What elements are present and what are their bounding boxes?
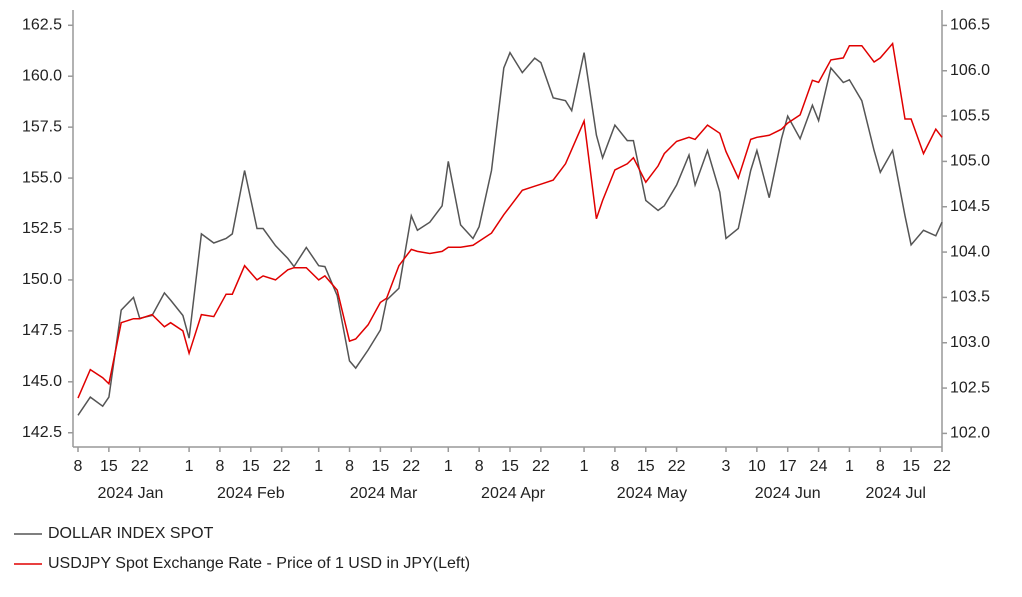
x-tick-label: 15 xyxy=(242,458,260,475)
y2-tick-label: 105.0 xyxy=(950,153,990,170)
x-group-label: 2024 May xyxy=(617,485,687,502)
y2-tick-label: 102.5 xyxy=(950,379,990,396)
x-tick-label: 1 xyxy=(185,458,194,475)
x-tick-label: 3 xyxy=(722,458,731,475)
x-tick-label: 8 xyxy=(215,458,224,475)
x-group-label: 2024 Jun xyxy=(755,485,821,502)
x-tick-label: 24 xyxy=(810,458,828,475)
x-tick-label: 15 xyxy=(372,458,390,475)
x-tick-label: 8 xyxy=(876,458,885,475)
x-group-label: 2024 Mar xyxy=(350,485,418,502)
series-line xyxy=(77,50,943,416)
x-group-label: 2024 Apr xyxy=(481,485,546,502)
legend-label: DOLLAR INDEX SPOT xyxy=(48,525,214,542)
y-tick-label: 152.5 xyxy=(22,220,62,237)
y2-tick-label: 104.5 xyxy=(950,198,990,215)
x-tick-label: 8 xyxy=(610,458,619,475)
legend-label: USDJPY Spot Exchange Rate - Price of 1 U… xyxy=(48,555,470,572)
x-tick-label: 22 xyxy=(273,458,291,475)
x-tick-label: 8 xyxy=(345,458,354,475)
x-tick-label: 15 xyxy=(100,458,118,475)
y2-tick-label: 103.5 xyxy=(950,289,990,306)
x-group-label: 2024 Jul xyxy=(865,485,926,502)
x-group-label: 2024 Feb xyxy=(217,485,285,502)
y-tick-label: 150.0 xyxy=(22,271,62,288)
x-tick-label: 15 xyxy=(501,458,519,475)
x-group-label: 2024 Jan xyxy=(98,485,164,502)
x-tick-label: 22 xyxy=(933,458,951,475)
x-tick-label: 8 xyxy=(74,458,83,475)
y-tick-label: 142.5 xyxy=(22,424,62,441)
x-tick-label: 1 xyxy=(314,458,323,475)
y-tick-label: 162.5 xyxy=(22,16,62,33)
y2-tick-label: 105.5 xyxy=(950,107,990,124)
x-tick-label: 22 xyxy=(131,458,149,475)
x-tick-label: 1 xyxy=(580,458,589,475)
y2-tick-label: 103.0 xyxy=(950,334,990,351)
y-tick-label: 147.5 xyxy=(22,322,62,339)
y-tick-label: 155.0 xyxy=(22,169,62,186)
y2-tick-label: 104.0 xyxy=(950,243,990,260)
x-tick-label: 15 xyxy=(637,458,655,475)
x-tick-label: 1 xyxy=(444,458,453,475)
x-tick-label: 8 xyxy=(475,458,484,475)
x-tick-label: 17 xyxy=(779,458,797,475)
x-tick-label: 10 xyxy=(748,458,766,475)
y2-tick-label: 106.0 xyxy=(950,62,990,79)
y-tick-label: 160.0 xyxy=(22,67,62,84)
x-tick-label: 22 xyxy=(668,458,686,475)
y2-tick-label: 102.0 xyxy=(950,425,990,442)
series-line xyxy=(77,41,943,399)
x-tick-label: 22 xyxy=(532,458,550,475)
y2-tick-label: 106.5 xyxy=(950,17,990,34)
y-tick-label: 145.0 xyxy=(22,373,62,390)
y-tick-label: 157.5 xyxy=(22,118,62,135)
x-tick-label: 15 xyxy=(902,458,920,475)
x-tick-label: 22 xyxy=(402,458,420,475)
x-tick-label: 1 xyxy=(845,458,854,475)
